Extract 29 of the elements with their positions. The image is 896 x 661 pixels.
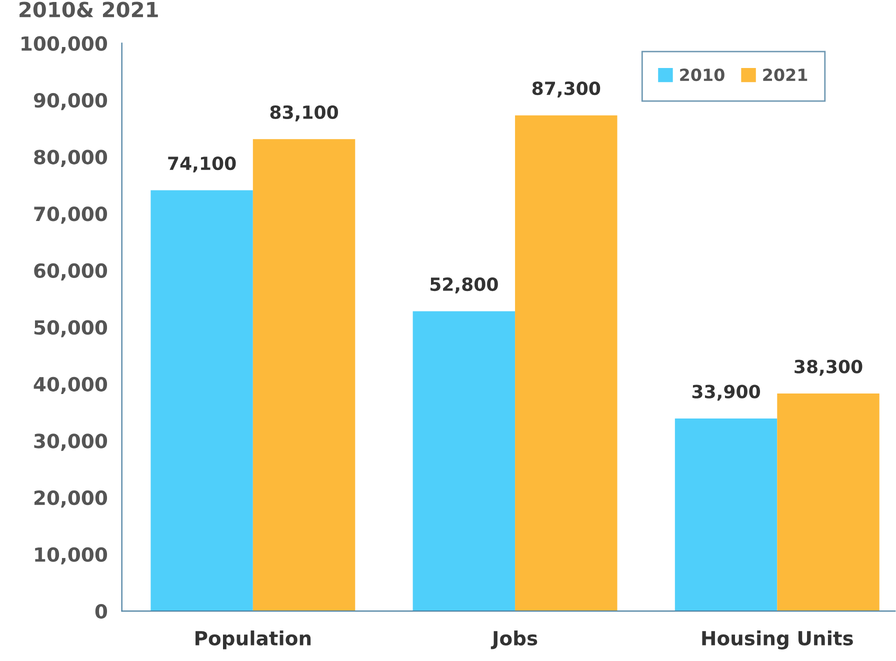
y-tick-label: 50,000 — [34, 320, 108, 338]
bar — [252, 139, 356, 612]
data-label: 52,800 — [430, 277, 498, 294]
x-tick-label: Jobs — [490, 630, 538, 650]
y-tick-label: 70,000 — [34, 206, 108, 224]
data-label: 74,100 — [168, 156, 236, 172]
data-label: 87,300 — [532, 82, 600, 98]
legend-label: 2021 — [763, 68, 808, 82]
bar — [674, 418, 778, 612]
bar — [777, 394, 880, 612]
y-tick-label: 60,000 — [34, 263, 108, 280]
y-tick-label: 10,000 — [35, 547, 108, 564]
y-tick-label: 80,000 — [34, 150, 108, 167]
legend-label: 2010 — [680, 68, 724, 82]
x-tick-label: Housing Units — [702, 630, 853, 650]
bar — [412, 311, 516, 612]
y-tick-label: 30,000 — [34, 434, 108, 451]
y-tick-label: 0 — [95, 604, 108, 619]
y-tick-label: 20,000 — [34, 490, 108, 508]
y-tick-label: 100,000 — [22, 36, 108, 54]
chart-title: 2010& 2021 — [20, 2, 158, 18]
y-tick-label: 90,000 — [34, 92, 108, 110]
bar — [515, 115, 618, 612]
y-tick-label: 40,000 — [34, 376, 108, 394]
data-label: 38,300 — [794, 360, 862, 376]
x-tick-label: Population — [196, 630, 311, 650]
data-label: 33,900 — [692, 384, 760, 401]
data-label: 83,100 — [270, 105, 338, 122]
bar — [150, 190, 253, 612]
